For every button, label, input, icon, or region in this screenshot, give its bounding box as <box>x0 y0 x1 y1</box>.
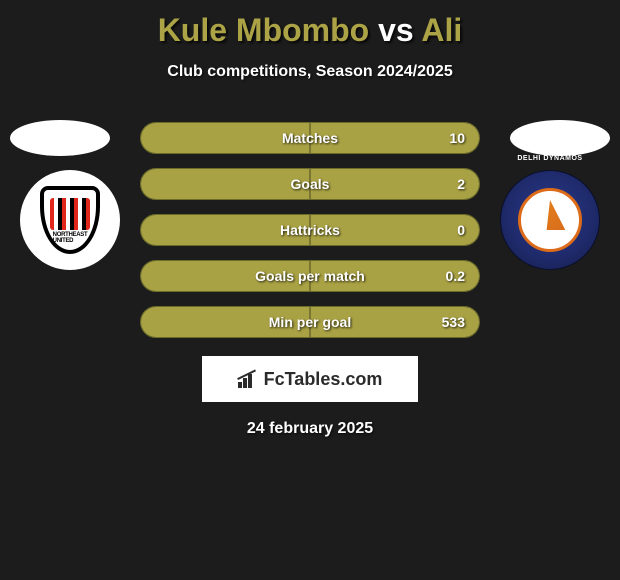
bar-value-right: 0.2 <box>446 268 465 284</box>
badge-left-text: NORTHEASTUNITED <box>53 232 88 244</box>
bar-value-right: 2 <box>457 176 465 192</box>
bar-label: Goals per match <box>255 268 365 284</box>
title-vs: vs <box>378 12 414 48</box>
player1-photo-placeholder <box>10 120 110 156</box>
page-title: Kule Mbombo vs Ali <box>0 0 620 49</box>
date-label: 24 february 2025 <box>0 420 620 438</box>
club-badge-right: DELHI DYNAMOS <box>500 170 600 270</box>
bar-value-right: 533 <box>442 314 465 330</box>
bar-fill-left <box>141 169 310 199</box>
bar-label: Hattricks <box>280 222 340 238</box>
club-badge-left: NORTHEASTUNITED <box>20 170 120 270</box>
bar-value-right: 0 <box>457 222 465 238</box>
brand-box: FcTables.com <box>202 356 418 402</box>
title-player2: Ali <box>421 12 462 48</box>
bar-goals: Goals 2 <box>140 168 480 200</box>
bar-fill-right <box>310 169 479 199</box>
fctables-chart-icon <box>238 370 260 388</box>
bar-value-right: 10 <box>449 130 465 146</box>
comparison-bars: Matches 10 Goals 2 Hattricks 0 Goals per… <box>140 122 480 352</box>
bar-label: Min per goal <box>269 314 351 330</box>
subtitle: Club competitions, Season 2024/2025 <box>0 63 620 81</box>
player2-photo-placeholder <box>510 120 610 156</box>
bar-label: Goals <box>291 176 330 192</box>
title-player1: Kule Mbombo <box>158 12 370 48</box>
brand-text: FcTables.com <box>264 369 383 390</box>
bar-hattricks: Hattricks 0 <box>140 214 480 246</box>
bar-goals-per-match: Goals per match 0.2 <box>140 260 480 292</box>
delhi-dynamos-inner-icon <box>518 188 582 252</box>
bar-matches: Matches 10 <box>140 122 480 154</box>
badge-right-text: DELHI DYNAMOS <box>517 155 582 162</box>
northeast-united-shield-icon: NORTHEASTUNITED <box>40 186 100 254</box>
bar-label: Matches <box>282 130 338 146</box>
bar-min-per-goal: Min per goal 533 <box>140 306 480 338</box>
sail-icon <box>533 200 567 240</box>
